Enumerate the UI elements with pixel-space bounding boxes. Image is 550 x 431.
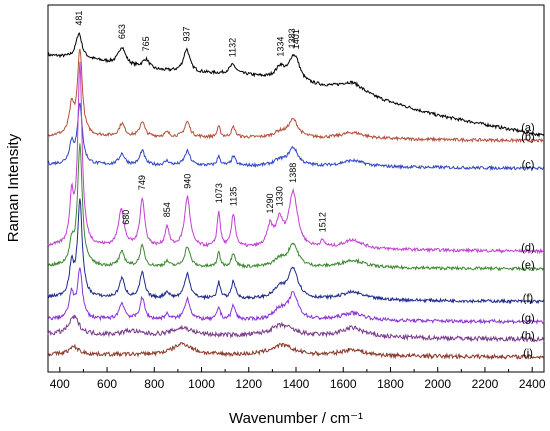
series-line-7 <box>47 314 545 343</box>
peak-label-0-1: 663 <box>117 24 127 39</box>
x-tick-label-2: 800 <box>144 377 164 391</box>
curve-label-5: (f) <box>523 292 533 304</box>
peak-label-3-6: 1290 <box>265 193 275 213</box>
peak-label-3-4: 1073 <box>214 183 224 203</box>
series-line-3 <box>47 61 545 255</box>
curve-label-6: (g) <box>521 313 534 325</box>
curve-label-4: (e) <box>521 260 534 272</box>
x-tick-label-4: 1200 <box>235 377 262 391</box>
peak-label-3-7: 1330 <box>275 186 285 206</box>
x-tick-label-6: 1600 <box>330 377 357 391</box>
peak-label-0-3: 937 <box>182 26 192 41</box>
peak-label-0-4: 1132 <box>228 38 238 57</box>
curve-label-1: (b) <box>521 131 534 143</box>
x-tick-label-0: 400 <box>50 377 70 391</box>
curve-label-3: (d) <box>521 242 534 254</box>
y-axis-title: Raman Intensity <box>5 133 22 242</box>
peak-label-3-2: 854 <box>162 202 172 217</box>
x-tick-label-8: 2000 <box>424 377 451 391</box>
series-line-5 <box>47 198 545 305</box>
series-line-2 <box>47 102 545 172</box>
curve-label-2: (c) <box>522 159 535 171</box>
peak-label-3-5: 1135 <box>228 187 238 206</box>
curve-label-group: (a)(b) (c) (d) (e) (f) (g) (h) (i) <box>521 122 534 360</box>
x-tick-label-10: 2400 <box>519 377 546 391</box>
peak-label-0-2: 765 <box>141 36 151 51</box>
series-line-8 <box>47 341 545 361</box>
peak-label-3-1: 749 <box>137 175 147 190</box>
x-axis-title: Wavenumber / cm⁻¹ <box>229 410 363 427</box>
series-line-0 <box>47 31 545 138</box>
peak-label-0-5: 1334 <box>275 37 285 57</box>
series-line-6 <box>47 267 545 325</box>
x-tick-label-9: 2200 <box>472 377 499 391</box>
x-tick-label-7: 1800 <box>377 377 404 391</box>
peak-label-0-0: 481 <box>74 11 84 26</box>
peak-label-3-8: 1388 <box>288 163 298 183</box>
curve-label-0: (a) <box>521 122 534 134</box>
peak-label-0-6: 1383 <box>287 28 297 48</box>
peak-label-0-7: 1401 <box>291 29 301 49</box>
series-line-4 <box>47 143 545 272</box>
plot-frame <box>47 4 545 373</box>
x-tick-label-1: 600 <box>97 377 117 391</box>
x-tick-label-5: 1400 <box>283 377 310 391</box>
x-tick-label-3: 1000 <box>188 377 215 391</box>
curve-label-8: (i) <box>523 348 533 360</box>
series-group <box>47 31 545 361</box>
peak-label-3-9: 1512 <box>318 212 328 232</box>
curve-label-7: (h) <box>521 330 534 342</box>
series-line-1 <box>47 48 545 144</box>
x-axis-ticks: 400 600 800 1000 1200 1400 1600 1800 2000 2200 240… <box>50 367 546 391</box>
peak-label-3-3: 940 <box>182 174 192 189</box>
peak-label-3-0: 680 <box>121 210 131 225</box>
